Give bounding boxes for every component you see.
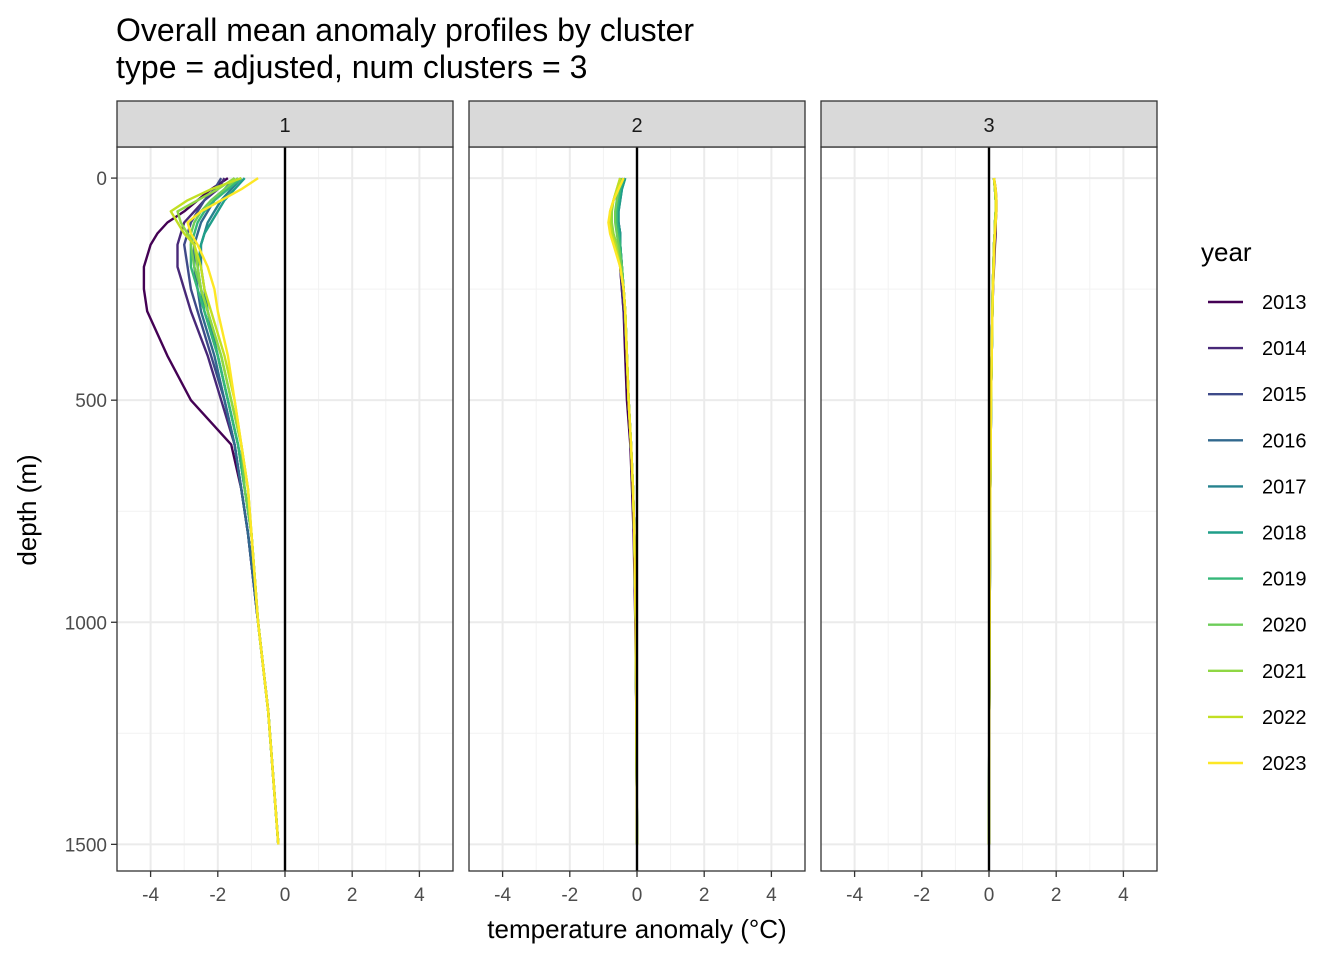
legend-item-2016: 2016 — [1208, 430, 1307, 452]
y-tick-label: 500 — [75, 391, 107, 412]
x-axis-title: temperature anomaly (°C) — [487, 914, 786, 944]
facet-strip — [820, 100, 1158, 148]
legend-label: 2019 — [1262, 569, 1307, 591]
x-tick-label: -4 — [846, 885, 863, 906]
x-tick-label: -2 — [561, 885, 578, 906]
facet-strip-label: 1 — [279, 115, 290, 137]
x-tick-label: 0 — [984, 885, 995, 906]
legend-item-2017: 2017 — [1208, 476, 1307, 498]
x-tick-label: 0 — [280, 885, 291, 906]
facet-panel-2: 2 -4 -2 0 2 4 — [468, 100, 806, 906]
legend-item-2022: 2022 — [1208, 707, 1307, 729]
x-tick-label: -2 — [913, 885, 930, 906]
y-tick-label: 1500 — [65, 835, 107, 856]
legend-label: 2016 — [1262, 430, 1307, 452]
legend-label: 2022 — [1262, 707, 1307, 729]
chart-title: Overall mean anomaly profiles by cluster — [116, 12, 694, 48]
facet-panels: 1 -4 -2 0 2 4 0 500 1000 1500 2 -4 -2 0 2 4 3 -4 -2 0 2 4 — [65, 100, 1158, 906]
legend-label: 2013 — [1262, 292, 1307, 314]
x-tick-label: 4 — [766, 885, 777, 906]
x-tick-label: 4 — [414, 885, 425, 906]
series-line-2016-panel-1 — [193, 177, 280, 845]
legend-item-2021: 2021 — [1208, 661, 1307, 683]
legend-label: 2020 — [1262, 615, 1307, 637]
facet-strip-label: 3 — [983, 115, 994, 137]
x-tick-label: 2 — [347, 885, 358, 906]
legend: year 2013 2014 2015 2016 2017 2018 2019 2020 202… — [1201, 237, 1307, 775]
legend-label: 2015 — [1262, 384, 1307, 406]
x-tick-label: -4 — [494, 885, 511, 906]
facet-panel-1: 1 -4 -2 0 2 4 0 500 1000 1500 — [65, 100, 454, 906]
facet-strip — [116, 100, 454, 148]
legend-label: 2023 — [1262, 753, 1307, 775]
legend-item-2020: 2020 — [1208, 615, 1307, 637]
y-axis-title: depth (m) — [12, 454, 42, 565]
y-tick-label: 1000 — [65, 613, 107, 634]
legend-item-2018: 2018 — [1208, 523, 1307, 545]
facet-strip — [468, 100, 806, 148]
legend-label: 2014 — [1262, 338, 1307, 360]
series-line-2023-panel-2 — [607, 177, 639, 845]
x-tick-label: -4 — [142, 885, 159, 906]
series-line-2023-panel-1 — [186, 177, 280, 845]
facet-panel-3: 3 -4 -2 0 2 4 — [820, 100, 1158, 906]
y-tick-label: 0 — [96, 169, 107, 190]
legend-label: 2017 — [1262, 476, 1307, 498]
legend-title: year — [1201, 237, 1252, 267]
legend-label: 2018 — [1262, 523, 1307, 545]
legend-item-2014: 2014 — [1208, 338, 1307, 360]
x-tick-label: 0 — [632, 885, 643, 906]
x-tick-label: 2 — [1051, 885, 1062, 906]
facet-strip-label: 2 — [631, 115, 642, 137]
legend-item-2015: 2015 — [1208, 384, 1307, 406]
legend-label: 2021 — [1262, 661, 1307, 683]
x-tick-label: -2 — [209, 885, 226, 906]
legend-item-2023: 2023 — [1208, 753, 1307, 775]
legend-item-2013: 2013 — [1208, 292, 1307, 314]
chart-subtitle: type = adjusted, num clusters = 3 — [116, 49, 587, 85]
x-tick-label: 4 — [1118, 885, 1129, 906]
x-tick-label: 2 — [699, 885, 710, 906]
legend-item-2019: 2019 — [1208, 569, 1307, 591]
